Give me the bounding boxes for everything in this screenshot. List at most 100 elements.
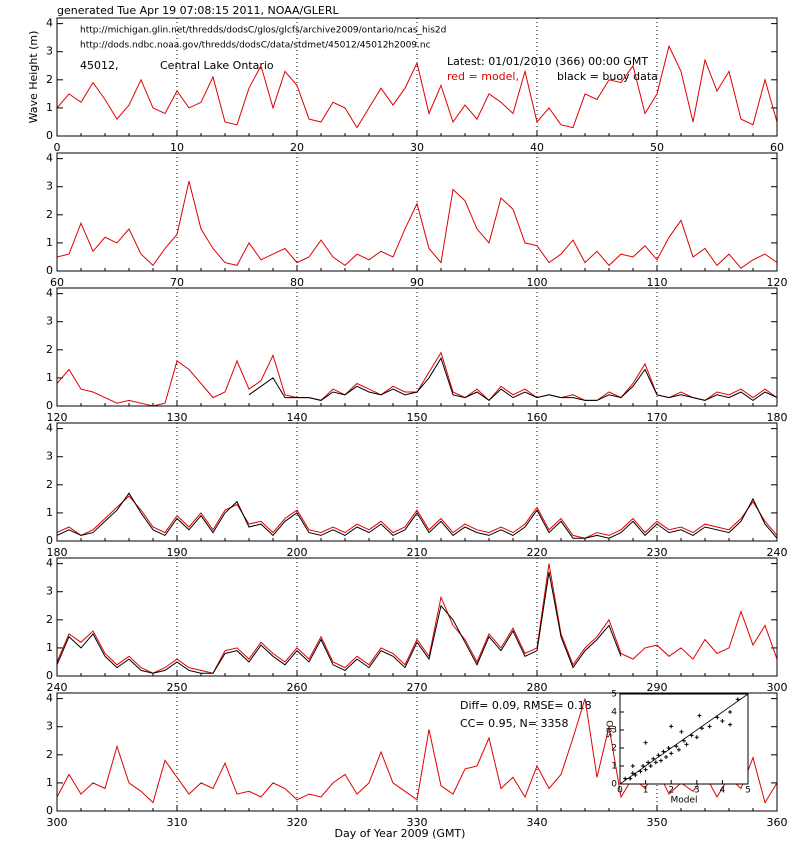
scatter-point xyxy=(651,756,656,761)
y-tick-label: 4 xyxy=(46,152,53,165)
y-tick-label: 2 xyxy=(46,478,53,491)
scatter-point xyxy=(641,764,646,768)
x-tick-label: 210 xyxy=(407,546,428,559)
scatter-point xyxy=(656,753,661,758)
x-tick-label: 110 xyxy=(647,276,668,289)
x-tick-label: 0 xyxy=(617,786,623,796)
y-tick-label: 0 xyxy=(46,669,53,682)
x-tick-label: 50 xyxy=(650,141,664,154)
scatter-point xyxy=(699,726,704,731)
series-line xyxy=(56,571,622,674)
scatter-point xyxy=(628,776,633,781)
scatter-point xyxy=(694,735,699,740)
x-tick-label: 300 xyxy=(47,816,68,829)
plot-frame xyxy=(56,152,778,272)
scatter-point xyxy=(715,715,720,720)
x-tick-label: 60 xyxy=(50,276,64,289)
stat-text: CC= 0.95, N= 3358 xyxy=(460,717,569,730)
x-tick-label: 90 xyxy=(410,276,424,289)
scatter-point xyxy=(674,744,679,749)
x-tick-label: 260 xyxy=(287,681,308,694)
x-tick-label: 120 xyxy=(767,276,788,289)
scatter-point xyxy=(664,755,669,759)
y-tick-label: 0 xyxy=(46,129,53,142)
y-tick-label: 0 xyxy=(46,804,53,817)
x-tick-label: 220 xyxy=(527,546,548,559)
y-tick-label: 0 xyxy=(46,264,53,277)
plot-frame xyxy=(56,692,778,812)
x-tick-label: 10 xyxy=(170,141,184,154)
series-line xyxy=(56,495,778,539)
x-tick-label: 2 xyxy=(668,786,674,796)
scatter-point xyxy=(653,760,658,765)
y-tick-label: 3 xyxy=(46,585,53,598)
scatter-point xyxy=(658,758,663,763)
scatter-point xyxy=(648,764,653,768)
x-tick-label: 5 xyxy=(745,786,751,796)
x-tick-label: 100 xyxy=(527,276,548,289)
scatter-point xyxy=(735,697,740,702)
series-line xyxy=(248,357,778,402)
x-tick-label: 190 xyxy=(167,546,188,559)
x-tick-label: 150 xyxy=(407,411,428,424)
y-axis-title: Obs xyxy=(604,720,614,738)
x-tick-label: 140 xyxy=(287,411,308,424)
y-tick-label: 0 xyxy=(46,399,53,412)
plot-frame xyxy=(56,422,778,542)
x-tick-label: 310 xyxy=(167,816,188,829)
scatter-point xyxy=(679,729,684,734)
x-tick-label: 200 xyxy=(287,546,308,559)
scatter-point xyxy=(630,764,635,768)
y-tick-label: 2 xyxy=(46,343,53,356)
x-tick-label: 30 xyxy=(410,141,424,154)
x-tick-label: 60 xyxy=(770,141,784,154)
scatter-point xyxy=(638,769,643,774)
scatter-point xyxy=(643,767,648,772)
inset-frame xyxy=(619,693,749,785)
x-tick-label: 340 xyxy=(527,816,548,829)
y-tick-label: 3 xyxy=(46,315,53,328)
y-tick-label: 4 xyxy=(46,557,53,570)
scatter-point xyxy=(669,751,674,756)
scatter-point xyxy=(646,760,651,765)
y-tick-label: 4 xyxy=(46,17,53,30)
x-axis-title: Model xyxy=(670,796,697,806)
y-tick-label: 1 xyxy=(46,641,53,654)
y-tick-label: 0 xyxy=(611,780,617,790)
x-axis-title: Day of Year 2009 (GMT) xyxy=(335,827,466,840)
x-tick-label: 1 xyxy=(643,786,649,796)
x-tick-label: 290 xyxy=(647,681,668,694)
y-tick-label: 2 xyxy=(611,744,617,754)
scatter-point xyxy=(676,747,681,752)
x-tick-label: 70 xyxy=(170,276,184,289)
x-tick-label: 0 xyxy=(54,141,61,154)
scatter-point xyxy=(720,719,725,723)
y-axis-title: Wave Height (m) xyxy=(27,31,40,124)
y-tick-label: 4 xyxy=(46,287,53,300)
x-tick-label: 20 xyxy=(290,141,304,154)
x-tick-label: 120 xyxy=(47,411,68,424)
y-tick-label: 2 xyxy=(46,208,53,221)
scatter-point xyxy=(661,749,666,754)
x-tick-label: 350 xyxy=(647,816,668,829)
y-tick-label: 5 xyxy=(611,690,617,700)
scatter-point xyxy=(669,724,674,729)
scatter-point xyxy=(682,738,686,743)
series-line xyxy=(56,563,778,674)
chart-title: generated Tue Apr 19 07:08:15 2011, NOAA… xyxy=(57,4,340,17)
scatter-point xyxy=(728,710,733,714)
plot-frame xyxy=(56,17,778,137)
x-tick-label: 240 xyxy=(47,681,68,694)
y-tick-label: 2 xyxy=(46,73,53,86)
y-tick-label: 1 xyxy=(46,371,53,384)
y-tick-label: 2 xyxy=(46,613,53,626)
series-line xyxy=(56,44,778,129)
scatter-point xyxy=(630,771,635,776)
y-tick-label: 3 xyxy=(611,726,617,736)
x-tick-label: 320 xyxy=(287,816,308,829)
y-tick-label: 3 xyxy=(46,450,53,463)
scatter-point xyxy=(633,773,638,777)
y-tick-label: 1 xyxy=(46,506,53,519)
x-tick-label: 180 xyxy=(767,411,788,424)
